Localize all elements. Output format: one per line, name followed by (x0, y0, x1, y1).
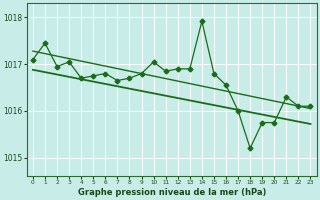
X-axis label: Graphe pression niveau de la mer (hPa): Graphe pression niveau de la mer (hPa) (77, 188, 266, 197)
